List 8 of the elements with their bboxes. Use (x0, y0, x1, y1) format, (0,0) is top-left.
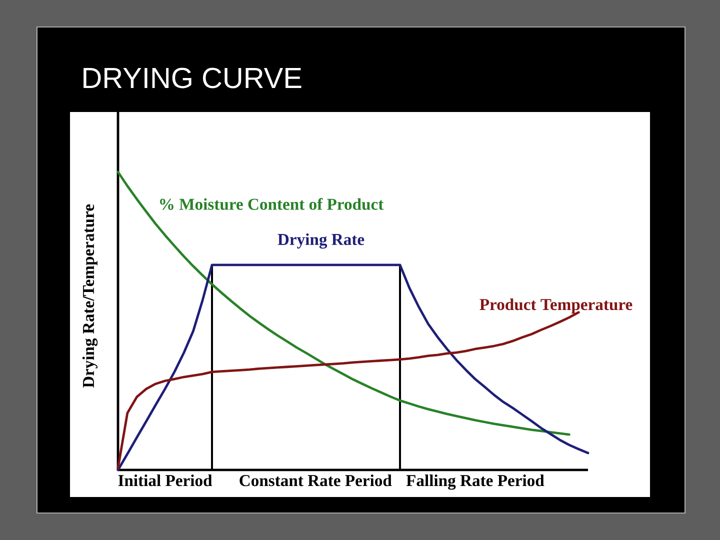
x-tick-label: Falling Rate Period (406, 474, 544, 490)
series-label: Product Temperature (480, 298, 632, 314)
series-label: % Moisture Content of Product (160, 198, 384, 210)
y-axis-title: Drying Rate/Temperature (82, 204, 98, 388)
chart-title: DRYING CURVE (84, 68, 302, 88)
x-tick-label: Constant Rate Period (240, 474, 392, 486)
x-tick-label: Initial Period (118, 474, 212, 486)
series-label: Drying Rate (278, 233, 364, 249)
